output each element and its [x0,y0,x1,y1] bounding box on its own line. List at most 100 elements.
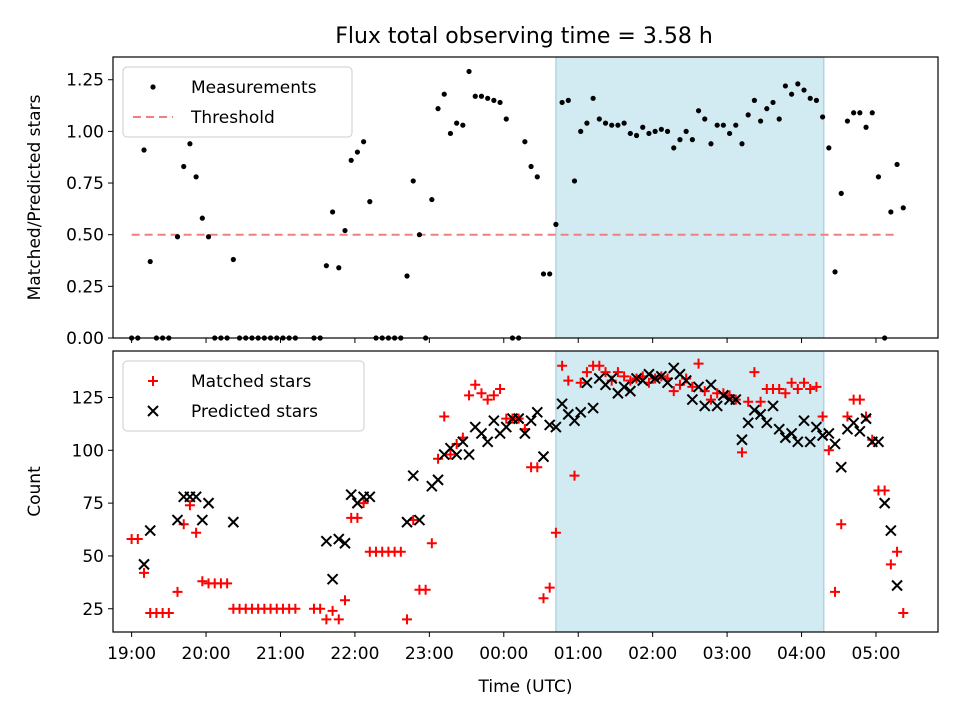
data-point [172,586,183,597]
x-tick-label: 21:00 [256,644,305,664]
data-point [575,377,586,388]
data-point [792,436,804,448]
data-point [736,447,747,458]
data-point [205,234,212,240]
data-point [658,126,664,132]
data-point [699,400,711,412]
data-point [470,379,481,390]
data-point [745,112,751,118]
data-point [900,205,906,211]
data-point [894,161,900,168]
data-point [197,576,208,587]
y-tick-label: 1.25 [66,71,104,91]
data-point [888,209,894,215]
data-point [878,497,891,509]
data-point [664,128,671,134]
data-point [898,607,909,618]
data-point [770,99,776,106]
data-point [367,199,373,205]
data-point [885,559,896,570]
data-point [640,124,646,130]
y-tick-label: 0.50 [66,226,104,246]
data-point [820,114,826,120]
data-point [671,145,677,151]
x-tick-label: 05:00 [851,644,900,664]
data-point [854,425,866,437]
data-point [686,393,699,406]
data-point [497,99,503,106]
data-point [761,417,773,429]
data-point [875,174,882,180]
data-point [503,116,509,122]
axes-frame [112,350,939,633]
data-point [181,163,187,170]
data-point [132,534,143,545]
data-point [782,83,789,89]
data-point [407,469,419,482]
data-point [565,97,571,103]
data-point [618,381,630,393]
data-point [742,417,754,429]
data-point [668,386,679,397]
data-point [466,68,472,75]
data-point [491,97,497,103]
data-point [799,377,810,388]
data-point [495,384,506,395]
data-point [869,110,875,116]
data-point [571,178,578,184]
legend-frame [122,360,365,432]
data-point [163,607,174,618]
data-point [805,384,816,395]
data-point [464,390,475,401]
data-point [141,147,147,153]
data-point [230,256,236,263]
data-point [594,360,605,371]
data-point [315,603,326,614]
data-point [361,139,367,145]
data-point [705,394,716,405]
data-point [767,400,779,412]
x-tick-label: 23:00 [405,644,454,664]
data-point [538,593,549,604]
data-point [547,271,553,277]
data-point [445,449,456,460]
data-point [432,474,444,486]
data-point [646,130,652,137]
data-point [426,538,437,549]
data-point [454,120,460,126]
data-point [327,605,338,616]
y-tick-label: 125 [72,388,104,408]
x-axis-label: Time (UTC) [478,677,573,697]
data-point [755,396,766,407]
x-tick-label: 04:00 [777,644,826,664]
data-point [714,122,720,128]
data-point [630,372,643,385]
data-point [612,367,623,378]
data-point [879,485,890,496]
data-point [358,498,369,509]
data-point [569,470,580,481]
data-point [683,128,689,134]
data-point [147,258,153,265]
data-point [708,141,714,147]
data-point [410,178,416,184]
data-point [801,87,807,93]
legend-swatch [147,405,159,417]
data-point [847,417,860,429]
x-tick-label: 01:00 [554,644,603,664]
x-tick-label: 03:00 [703,644,752,664]
data-point [830,586,841,597]
data-point [187,141,193,147]
data-point [326,573,339,585]
data-point [677,137,683,143]
data-point [364,491,376,503]
data-point [568,415,581,427]
data-point [395,546,406,557]
data-point [621,120,627,126]
data-point [730,393,742,406]
data-point [472,93,478,99]
data-point [823,445,834,456]
data-point [584,120,590,126]
data-point [615,122,621,128]
data-point [512,412,525,425]
